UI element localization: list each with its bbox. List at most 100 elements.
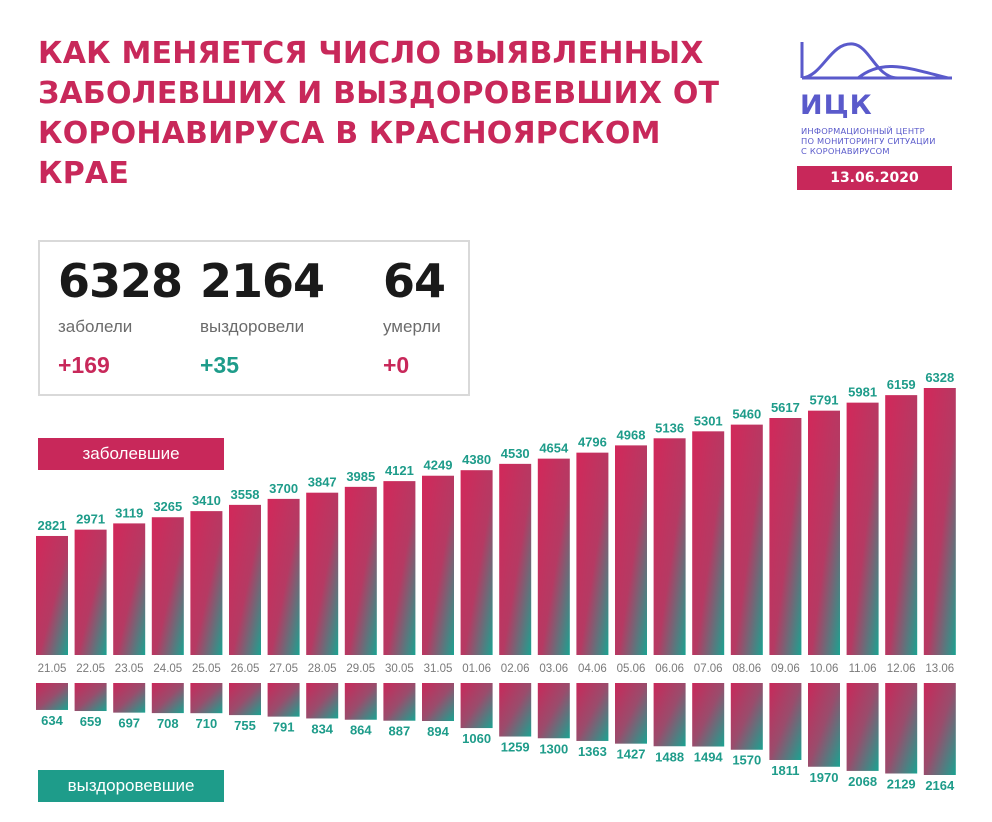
stat-sick-delta: +169 [58,352,110,378]
data-label-recovered: 791 [273,720,295,735]
stat-sick-value: 6328 [58,254,183,308]
bar-recovered [692,683,725,747]
bar-sick [113,523,146,655]
data-label-sick: 5301 [694,413,723,428]
logo-subtitle-line: ИНФОРМАЦИОННЫЙ ЦЕНТР [801,126,925,136]
x-tick-label: 21.05 [38,663,67,675]
stats-panel: 6328 заболели +169 2164 выздоровели +35 … [38,240,470,396]
data-label-sick: 3410 [192,493,221,508]
bar-recovered [422,683,454,722]
bar-sick [499,463,532,655]
bar-sick [229,504,261,655]
bar-sick [151,517,184,655]
data-label-recovered: 2129 [887,777,916,792]
data-label-sick: 3119 [115,505,143,520]
legend-sick: заболевшие [38,438,224,470]
bar-recovered [923,683,956,775]
data-label-recovered: 1060 [462,731,491,746]
data-label-recovered: 1259 [501,740,530,755]
x-tick-label: 07.06 [694,663,723,675]
bar-recovered [267,683,300,717]
bar-sick [923,388,956,655]
x-tick-label: 24.05 [153,663,182,675]
data-label-recovered: 1300 [539,741,568,756]
bar-recovered [460,683,493,729]
title-line: КРАЕ [38,156,130,191]
bar-recovered [885,683,918,774]
x-tick-label: 29.05 [346,663,375,675]
data-label-recovered: 834 [311,721,333,736]
data-label-recovered: 1970 [810,770,839,785]
x-tick-label: 03.06 [539,663,568,675]
x-tick-label: 30.05 [385,663,414,675]
data-label-recovered: 634 [41,713,63,728]
data-label-sick: 4380 [462,452,491,467]
data-label-recovered: 697 [118,716,140,731]
bar-sick [74,529,107,655]
bar-sick [460,470,493,655]
data-label-recovered: 864 [350,723,372,738]
data-label-sick: 3558 [231,487,260,502]
data-label-recovered: 1488 [655,749,684,764]
data-label-sick: 6328 [925,370,954,385]
bar-recovered [499,683,532,737]
data-label-sick: 2821 [38,518,67,533]
data-label-sick: 3700 [269,481,298,496]
data-label-sick: 5791 [810,393,839,408]
data-label-sick: 4968 [617,427,646,442]
logo-subtitle-line: ПО МОНИТОРИНГУ СИТУАЦИИ [801,136,936,146]
data-label-sick: 2971 [76,512,105,527]
x-tick-label: 06.06 [655,663,684,675]
data-label-recovered: 708 [157,716,179,731]
logo-subtitle-line: С КОРОНАВИРУСОМ [801,146,890,156]
title-line: ЗАБОЛЕВШИХ И ВЫЗДОРОВЕВШИХ ОТ [38,76,720,111]
bar-recovered [36,683,68,710]
data-label-sick: 5460 [732,407,761,422]
x-tick-label: 27.05 [269,663,298,675]
x-tick-label: 28.05 [308,663,337,675]
bar-sick [846,402,879,655]
bar-sick [36,535,68,655]
bar-recovered [576,683,609,741]
bar-recovered [229,683,261,716]
data-label-sick: 5981 [848,385,877,400]
bar-sick [653,438,686,655]
logo-name: ИЦК [800,90,873,121]
data-label-sick: 3265 [153,499,182,514]
data-label-recovered: 1811 [771,763,799,778]
legend-recovered: выздоровевшие [38,770,224,802]
bar-sick [267,498,300,655]
bar-recovered [769,683,802,760]
x-tick-label: 26.05 [231,663,260,675]
bar-recovered [190,683,223,714]
bar-recovered [74,683,107,712]
bar-recovered [151,683,184,714]
bar-sick [383,481,416,655]
bar-sick [808,410,840,655]
data-label-recovered: 1363 [578,744,607,759]
stat-died-delta: +0 [383,352,410,378]
bar-recovered [615,683,647,744]
x-tick-label: 11.06 [849,663,877,675]
x-tick-label: 12.06 [887,663,916,675]
curve-logo-icon [800,42,952,80]
x-tick-label: 10.06 [810,663,839,675]
x-tick-label: 13.06 [925,663,954,675]
stat-recovered-label: выздоровели [200,317,305,336]
bar-sick [537,458,570,655]
bar-sick [576,452,609,655]
x-tick-label: 04.06 [578,663,607,675]
data-label-sick: 4654 [539,441,569,456]
data-label-sick: 4530 [501,446,530,461]
data-label-recovered: 755 [234,718,256,733]
stat-died-label: умерли [383,317,441,336]
data-label-sick: 5617 [771,400,800,415]
data-label-sick: 5136 [655,420,684,435]
x-tick-label: 25.05 [192,663,221,675]
bar-sick [306,492,339,655]
bar-recovered [306,683,339,719]
bar-recovered [383,683,416,721]
bar-recovered [344,683,377,720]
stat-sick-label: заболели [58,317,133,336]
